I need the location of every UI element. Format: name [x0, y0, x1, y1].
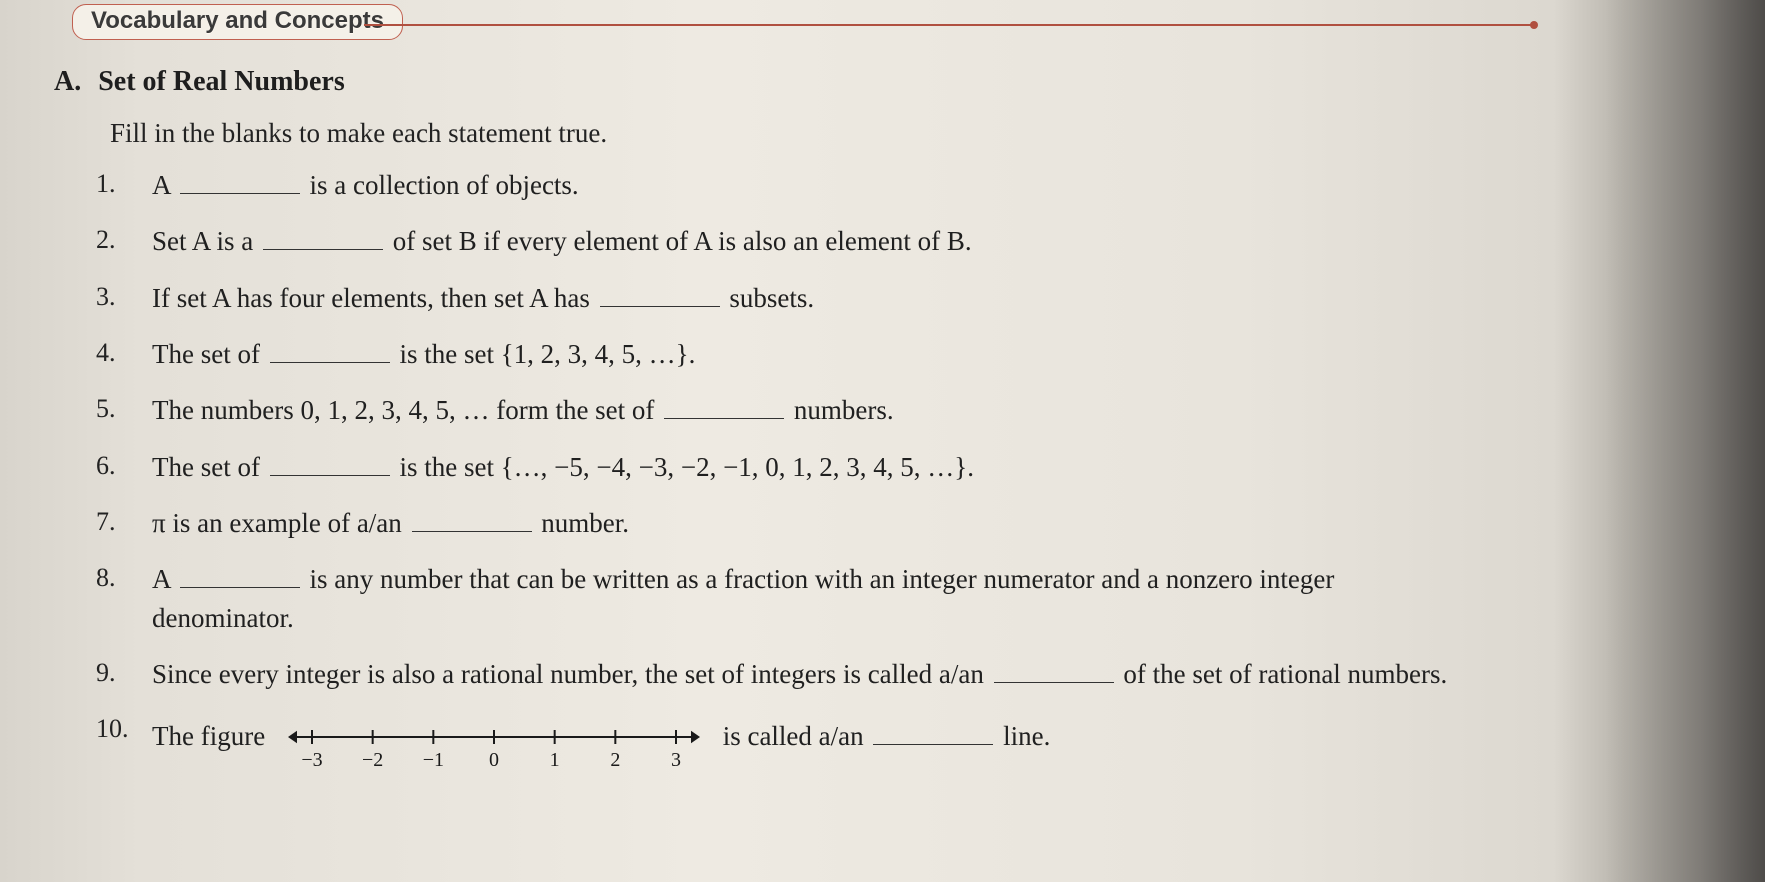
question-10: The figure −3−2−10123 is called a/an lin… — [96, 711, 1476, 767]
q-text-post: is a collection of objects. — [303, 170, 579, 200]
blank-input[interactable] — [600, 281, 720, 307]
q-text-post: number. — [535, 508, 630, 538]
q-text-pre: The figure — [152, 721, 272, 751]
q-text-pre: The numbers 0, 1, 2, 3, 4, 5, … form the… — [152, 395, 661, 425]
blank-input[interactable] — [270, 337, 390, 363]
question-3: If set A has four elements, then set A h… — [96, 279, 1476, 317]
q-text-post: is the set {1, 2, 3, 4, 5, …}. — [393, 339, 696, 369]
q-text-pre: Since every integer is also a rational n… — [152, 659, 991, 689]
q-text-pre: Set A is a — [152, 226, 260, 256]
q-text-post: is the set {…, −5, −4, −3, −2, −1, 0, 1,… — [393, 452, 974, 482]
blank-input[interactable] — [263, 225, 383, 251]
question-7: π is an example of a/an number. — [96, 504, 1476, 542]
blank-input[interactable] — [873, 720, 993, 746]
section-badge: Vocabulary and Concepts — [72, 4, 403, 40]
worksheet-page: Vocabulary and Concepts A. Set of Real N… — [40, 0, 1560, 882]
question-5: The numbers 0, 1, 2, 3, 4, 5, … form the… — [96, 391, 1476, 429]
number-line-figure: −3 −2 −1 0 1 2 3 — [284, 717, 704, 773]
header-rule — [364, 24, 1534, 26]
blank-input[interactable] — [180, 563, 300, 589]
q-text-post: numbers. — [787, 395, 893, 425]
section-heading: A. Set of Real Numbers — [54, 66, 345, 98]
blank-input[interactable] — [412, 506, 532, 532]
section-letter: A. — [54, 66, 81, 97]
number-line-svg: −3 −2 −1 0 1 2 3 — [284, 717, 704, 773]
svg-text:1: 1 — [550, 749, 560, 771]
question-8: A is any number that can be written as a… — [96, 560, 1476, 637]
question-9: Since every integer is also a rational n… — [96, 655, 1476, 693]
q-text-post: line. — [996, 721, 1050, 751]
q-text-pre: A — [152, 564, 177, 594]
q-text-post: of set B if every element of A is also a… — [386, 226, 972, 256]
svg-text:0: 0 — [489, 749, 499, 771]
q-text-mid: is called a/an — [723, 721, 871, 751]
blank-input[interactable] — [994, 657, 1114, 683]
q-text-post: subsets. — [723, 283, 815, 313]
question-6: The set of is the set {…, −5, −4, −3, −2… — [96, 448, 1476, 486]
svg-text:−2: −2 — [362, 749, 383, 771]
question-2: Set A is a of set B if every element of … — [96, 222, 1476, 260]
svg-text:2: 2 — [610, 749, 620, 771]
section-title: Set of Real Numbers — [98, 66, 345, 97]
q-text-pre: If set A has four elements, then set A h… — [152, 283, 597, 313]
page-edge-shadow — [1605, 0, 1765, 882]
instruction-text: Fill in the blanks to make each statemen… — [110, 118, 607, 149]
question-1: A is a collection of objects. — [96, 166, 1476, 204]
q-text-pre: The set of — [152, 339, 267, 369]
q-text-pre: The set of — [152, 452, 267, 482]
q-text-pre: A — [152, 170, 177, 200]
blank-input[interactable] — [664, 394, 784, 420]
svg-text:−3: −3 — [301, 749, 322, 771]
blank-input[interactable] — [180, 168, 300, 194]
badge-text: Vocabulary and Concepts — [91, 7, 384, 34]
q-text-post: is any number that can be written as a f… — [152, 564, 1334, 632]
question-list: A is a collection of objects. Set A is a… — [96, 166, 1476, 785]
question-4: The set of is the set {1, 2, 3, 4, 5, …}… — [96, 335, 1476, 373]
q-text-pre: π is an example of a/an — [152, 508, 409, 538]
svg-text:−1: −1 — [423, 749, 444, 771]
svg-text:3: 3 — [671, 749, 681, 771]
blank-input[interactable] — [270, 450, 390, 476]
q-text-post: of the set of rational numbers. — [1117, 659, 1448, 689]
